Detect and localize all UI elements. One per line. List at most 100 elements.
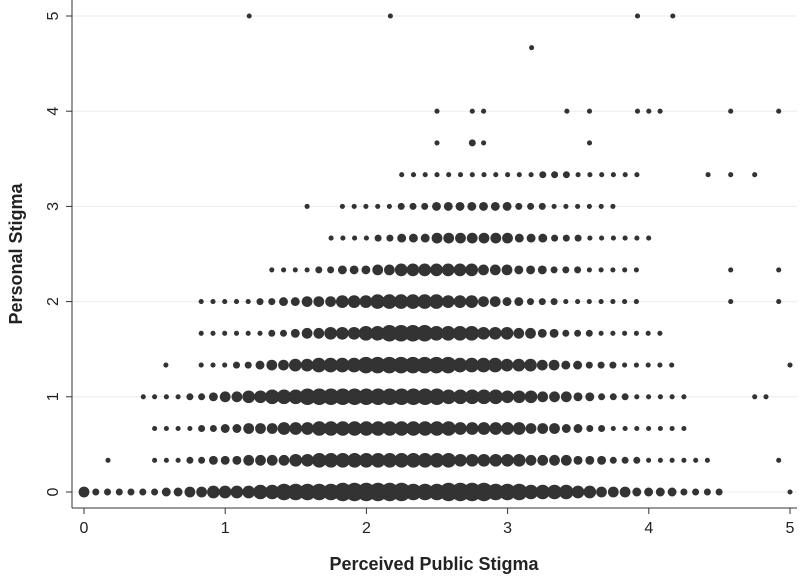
- data-point: [634, 172, 640, 178]
- data-point: [372, 264, 384, 276]
- data-point: [453, 389, 468, 405]
- data-point: [161, 487, 171, 497]
- data-point: [692, 488, 700, 496]
- data-point: [489, 422, 503, 435]
- data-point: [386, 203, 392, 209]
- data-point: [255, 454, 266, 466]
- data-point: [501, 264, 513, 276]
- data-point: [434, 172, 440, 178]
- data-point: [585, 392, 595, 402]
- data-point: [657, 330, 663, 336]
- data-point: [585, 361, 593, 369]
- data-point: [585, 455, 595, 465]
- data-point: [633, 299, 639, 305]
- data-point: [621, 393, 629, 401]
- data-point: [347, 453, 362, 468]
- data-point: [417, 421, 433, 436]
- data-point: [420, 233, 430, 243]
- data-point: [609, 393, 617, 401]
- data-point: [586, 140, 593, 146]
- data-point: [151, 488, 159, 496]
- data-point: [301, 296, 313, 307]
- data-point: [358, 326, 374, 341]
- data-point: [455, 201, 465, 211]
- data-point: [429, 294, 444, 309]
- data-point: [304, 267, 310, 273]
- data-point: [645, 330, 651, 336]
- data-point: [646, 425, 652, 432]
- data-point: [610, 203, 616, 209]
- data-point: [327, 266, 335, 274]
- data-point: [787, 489, 793, 495]
- data-point: [479, 201, 488, 211]
- data-point: [457, 172, 464, 178]
- y-tick-label: 3: [45, 202, 62, 211]
- data-point: [634, 425, 640, 432]
- data-point: [575, 299, 581, 305]
- data-point: [233, 361, 240, 369]
- data-point: [152, 425, 158, 432]
- data-point: [198, 299, 204, 305]
- data-point: [452, 326, 468, 341]
- data-point: [243, 454, 255, 466]
- data-point: [276, 389, 292, 405]
- data-point: [406, 453, 421, 468]
- data-point: [715, 488, 723, 496]
- data-point: [704, 457, 710, 463]
- data-point: [323, 357, 338, 373]
- data-point: [573, 424, 583, 433]
- data-point: [537, 265, 547, 275]
- data-point: [243, 423, 255, 434]
- y-tick-label: 2: [45, 297, 62, 306]
- data-point: [416, 356, 433, 374]
- data-point: [429, 421, 445, 436]
- data-point: [487, 357, 503, 373]
- data-point: [586, 299, 592, 305]
- data-point: [597, 361, 605, 369]
- data-point: [728, 267, 734, 273]
- data-point: [386, 234, 394, 242]
- data-point: [233, 330, 240, 336]
- data-point: [325, 296, 336, 307]
- data-point: [488, 326, 502, 340]
- data-point: [416, 483, 434, 501]
- data-point: [669, 457, 675, 463]
- data-point: [288, 358, 302, 372]
- data-point: [186, 456, 194, 464]
- data-point: [335, 453, 351, 468]
- data-point: [264, 484, 280, 500]
- data-point: [515, 202, 523, 210]
- data-point: [232, 455, 242, 465]
- data-point: [210, 299, 216, 305]
- data-point: [381, 325, 398, 342]
- data-point: [429, 326, 444, 341]
- data-point: [599, 172, 605, 178]
- data-point: [266, 454, 278, 466]
- data-point: [452, 357, 468, 373]
- data-point: [528, 172, 534, 178]
- data-point: [416, 388, 434, 406]
- data-point: [481, 140, 487, 146]
- data-point: [575, 203, 581, 209]
- data-point: [573, 392, 583, 402]
- data-point: [455, 232, 466, 244]
- data-point: [512, 422, 526, 435]
- data-point: [586, 203, 592, 209]
- data-point: [728, 299, 734, 305]
- data-point: [287, 483, 304, 501]
- data-point: [253, 484, 268, 500]
- data-point: [335, 295, 349, 308]
- data-point: [268, 298, 276, 306]
- y-tick-label: 4: [45, 107, 62, 116]
- data-point: [431, 232, 443, 244]
- data-point: [394, 453, 409, 468]
- data-point: [622, 267, 628, 273]
- data-point: [310, 483, 328, 501]
- data-point: [558, 484, 574, 500]
- data-point: [514, 265, 524, 275]
- data-point: [501, 422, 514, 435]
- data-point: [233, 299, 240, 305]
- data-point: [434, 108, 440, 114]
- data-point: [549, 423, 560, 434]
- data-point: [477, 326, 490, 340]
